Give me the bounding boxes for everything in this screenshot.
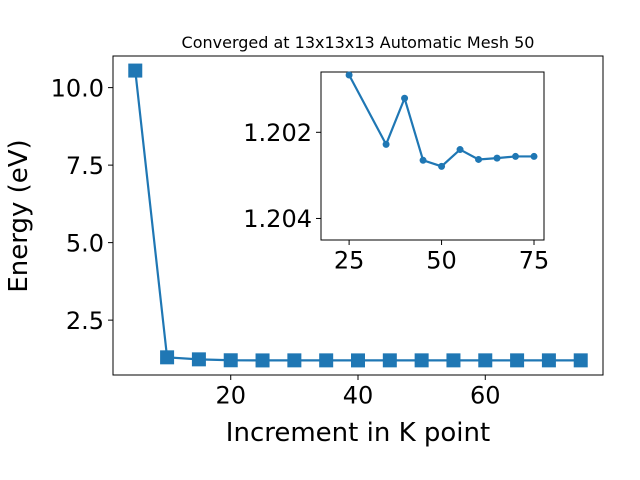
x-tick-label: 20 — [215, 381, 246, 409]
marker — [287, 353, 302, 368]
marker — [530, 152, 538, 160]
marker — [573, 353, 588, 368]
marker — [319, 353, 334, 368]
marker — [438, 162, 446, 170]
x-tick-label: 75 — [519, 246, 550, 274]
marker — [351, 353, 365, 368]
marker — [493, 154, 501, 162]
marker — [446, 353, 461, 368]
marker — [160, 350, 175, 365]
x-tick-label: 60 — [470, 381, 501, 409]
x-tick-label: 50 — [426, 246, 457, 274]
marker — [512, 152, 520, 160]
marker — [345, 71, 353, 79]
y-tick-label: 2.5 — [66, 307, 104, 335]
marker — [475, 155, 483, 163]
chart-title: Converged at 13x13x13 Automatic Mesh 50 — [182, 33, 535, 52]
plot-area — [320, 71, 545, 241]
marker — [401, 94, 409, 102]
marker — [128, 63, 143, 78]
marker — [382, 353, 397, 368]
marker — [414, 353, 429, 368]
y-axis-label: Energy (eV) — [4, 139, 34, 292]
marker — [223, 353, 238, 368]
y-tick-label: 1.204 — [243, 205, 312, 233]
y-tick-label: 1.202 — [243, 119, 312, 147]
data-line — [348, 74, 535, 168]
marker — [191, 352, 206, 367]
marker — [255, 353, 270, 368]
x-tick-label: 25 — [334, 246, 365, 274]
x-tick-label: 40 — [343, 381, 374, 409]
marker — [382, 140, 390, 148]
x-axis-label: Increment in K point — [226, 418, 490, 448]
y-tick-label: 7.5 — [66, 152, 104, 180]
marker — [541, 353, 556, 368]
y-tick-label: 10.0 — [51, 74, 104, 102]
marker — [478, 353, 493, 368]
y-tick-label: 5.0 — [66, 229, 104, 257]
marker — [510, 353, 525, 368]
marker — [419, 156, 427, 164]
marker — [456, 146, 464, 154]
